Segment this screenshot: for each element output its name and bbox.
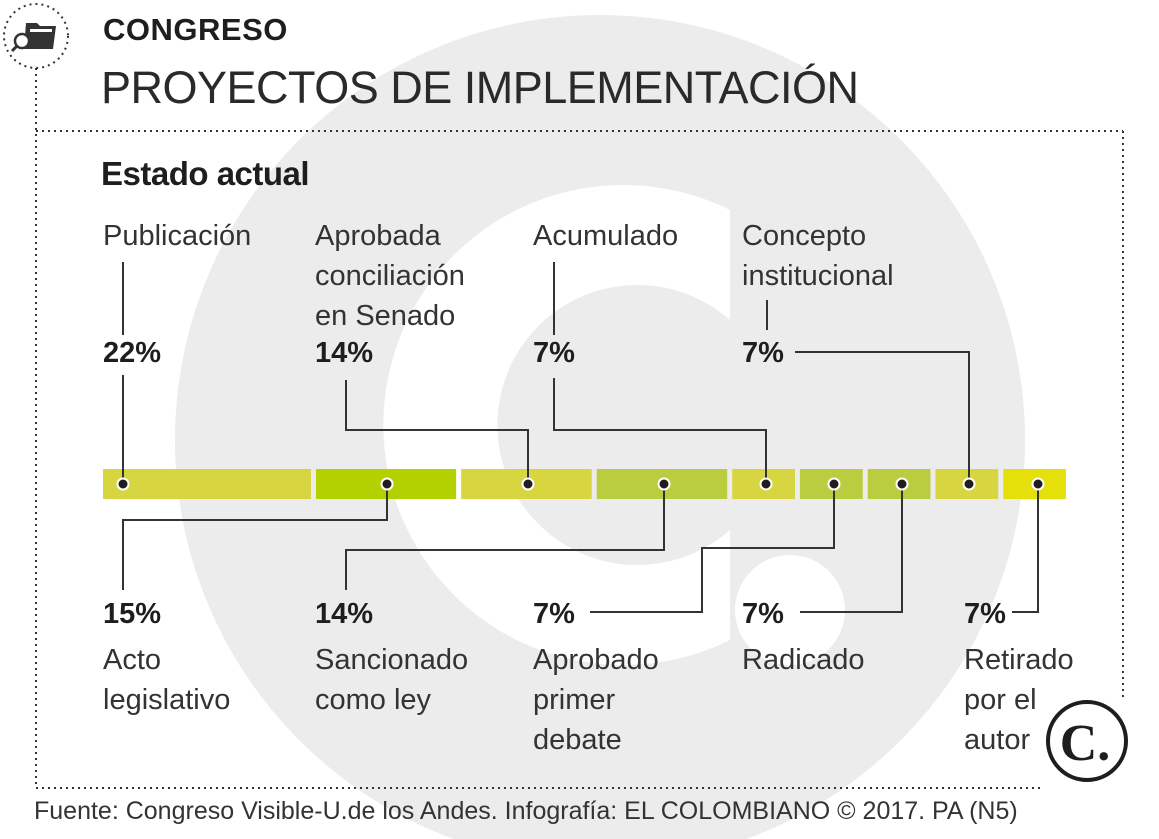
label-radicado: Radicado [742, 640, 942, 680]
label-line: conciliación [315, 260, 465, 292]
leader-aprobada-conciliacion [345, 380, 529, 484]
leader-lines [122, 262, 1039, 613]
label-acto-legislativo: Acto legislativo [103, 640, 303, 720]
search-folder-icon [3, 3, 69, 69]
dotted-frame [35, 68, 1124, 789]
label-line: debate [533, 724, 622, 756]
dot-sancionado-ley [657, 477, 671, 491]
dot-radicado [895, 477, 909, 491]
label-line: Sancionado [315, 644, 469, 676]
el-colombiano-logo: C. [1046, 700, 1128, 782]
dot-retirado-autor [1031, 477, 1045, 491]
label-line: Retirado [964, 644, 1074, 676]
leader-concepto-institucional-1 [795, 351, 970, 484]
pct-sancionado-ley: 14% [315, 598, 374, 630]
label-acumulado: Acumulado [533, 216, 733, 256]
label-line: legislativo [103, 684, 231, 716]
chart-title: Estado actual [101, 155, 310, 192]
pct-radicado: 7% [742, 598, 784, 630]
leader-sancionado-ley [345, 484, 665, 590]
pct-concepto-institucional: 7% [742, 337, 784, 369]
label-concepto-institucional: Concepto institucional [742, 216, 942, 296]
leader-aprobado-primer-debate [590, 484, 835, 613]
leader-retirado-autor [1012, 484, 1039, 613]
dot-acto-legislativo [380, 477, 394, 491]
label-publicacion: Publicación [103, 216, 303, 256]
label-line: Acumulado [533, 220, 679, 252]
pct-publicacion: 22% [103, 337, 162, 369]
dot-concepto-institucional [962, 477, 976, 491]
label-line: institucional [742, 260, 894, 292]
label-line: Publicación [103, 220, 252, 252]
label-line: Aprobado [533, 644, 659, 676]
pct-aprobada-conciliacion: 14% [315, 337, 374, 369]
label-aprobada-conciliacion: Aprobada conciliación en Senado [315, 216, 515, 336]
logo-text: C. [1060, 715, 1111, 772]
label-retirado-autor: Retirado por el autor [964, 640, 1084, 760]
leader-acto-legislativo [122, 484, 388, 590]
dot-aprobado-primer-debate [827, 477, 841, 491]
source-footer: Fuente: Congreso Visible-U.de los Andes.… [34, 797, 1018, 825]
leader-radicado [800, 484, 903, 613]
dot-aprobada-conciliacion [521, 477, 535, 491]
label-line: Aprobada [315, 220, 441, 252]
label-line: en Senado [315, 300, 456, 332]
label-line: Acto [103, 644, 162, 676]
pct-aprobado-primer-debate: 7% [533, 598, 575, 630]
section-title: CONGRESO [103, 12, 288, 47]
dot-acumulado [759, 477, 773, 491]
watermark-logo [175, 15, 1025, 839]
stacked-bar [103, 469, 1066, 499]
label-sancionado-ley: Sancionado como ley [315, 640, 515, 720]
pct-acto-legislativo: 15% [103, 598, 162, 630]
label-line: como ley [315, 684, 432, 716]
label-aprobado-primer-debate: Aprobado primer debate [533, 640, 733, 760]
label-line: Concepto [742, 220, 867, 252]
dot-publicacion [116, 477, 130, 491]
page-title: PROYECTOS DE IMPLEMENTACIÓN [101, 62, 859, 113]
pct-acumulado: 7% [533, 337, 575, 369]
bar-segment-publicacion [103, 469, 311, 499]
pct-retirado-autor: 7% [964, 598, 1006, 630]
label-line: autor [964, 724, 1031, 756]
label-line: por el [964, 684, 1037, 716]
leader-acumulado-1 [553, 378, 767, 484]
segment-dots [116, 477, 1045, 491]
label-line: primer [533, 684, 616, 716]
label-line: Radicado [742, 644, 865, 676]
